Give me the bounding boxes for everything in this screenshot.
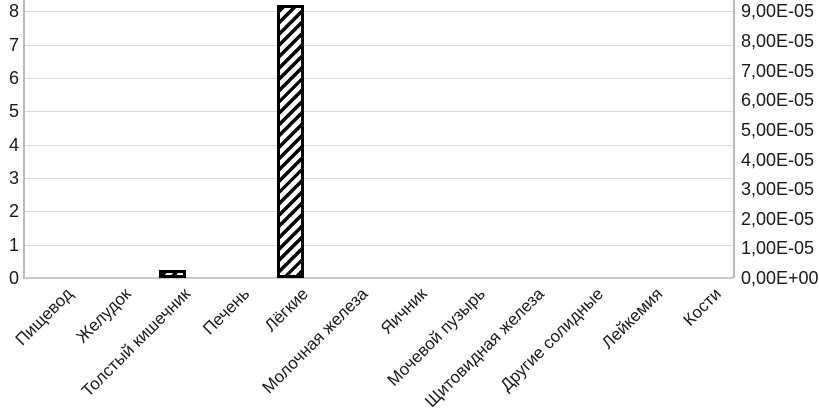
right-axis-tick-label: 8,00E-05 xyxy=(741,31,815,52)
right-axis-tick-label: 2,00E-05 xyxy=(741,208,815,229)
category-label: Лейкемия xyxy=(597,284,667,353)
category-label: Лёгкие xyxy=(261,284,313,336)
category-label: Кости xyxy=(679,284,726,330)
left-axis-tick-label: 8 xyxy=(8,1,19,22)
category-label: Печень xyxy=(199,284,254,339)
bar-3 xyxy=(159,270,186,278)
gridline xyxy=(25,211,733,213)
gridline xyxy=(25,11,733,13)
category-label: Яичник xyxy=(376,284,431,338)
gridline xyxy=(25,144,733,146)
category-label: Толстый кишечник xyxy=(77,284,195,401)
secondary-y-axis-line xyxy=(733,0,735,278)
right-axis-tick-label: 4,00E-05 xyxy=(741,149,815,170)
left-axis-tick-label: 1 xyxy=(8,234,19,255)
left-axis-tick-label: 2 xyxy=(8,201,19,222)
category-label: Молочная железа xyxy=(258,284,372,398)
right-axis-tick-label: 6,00E-05 xyxy=(741,90,815,111)
right-axis-tick-label: 0,00E+00 xyxy=(741,268,819,288)
left-axis-tick-label: 5 xyxy=(8,101,19,122)
right-axis-tick-label: 5,00E-05 xyxy=(741,119,815,140)
category-label: Пищевод xyxy=(11,284,77,350)
gridline xyxy=(25,244,733,246)
left-axis-tick-label: 3 xyxy=(8,168,19,189)
x-axis-line xyxy=(23,277,733,279)
left-axis-tick-label: 4 xyxy=(8,134,19,155)
right-axis-tick-label: 7,00E-05 xyxy=(741,60,815,81)
right-axis-tick-label: 3,00E-05 xyxy=(741,179,815,200)
left-axis-tick-label: 0 xyxy=(8,268,19,288)
gridline xyxy=(25,111,733,113)
right-axis-tick-label: 9,00E-05 xyxy=(741,1,815,22)
right-axis-tick-label: 1,00E-05 xyxy=(741,238,815,259)
category-label: Другие солидные xyxy=(496,284,608,395)
left-axis-tick-label: 7 xyxy=(8,34,19,55)
primary-y-axis-line xyxy=(23,0,25,278)
left-axis-tick-label: 6 xyxy=(8,68,19,89)
bar-5 xyxy=(277,5,304,278)
gridline xyxy=(25,78,733,80)
gridline xyxy=(25,44,733,46)
gridline xyxy=(25,178,733,180)
